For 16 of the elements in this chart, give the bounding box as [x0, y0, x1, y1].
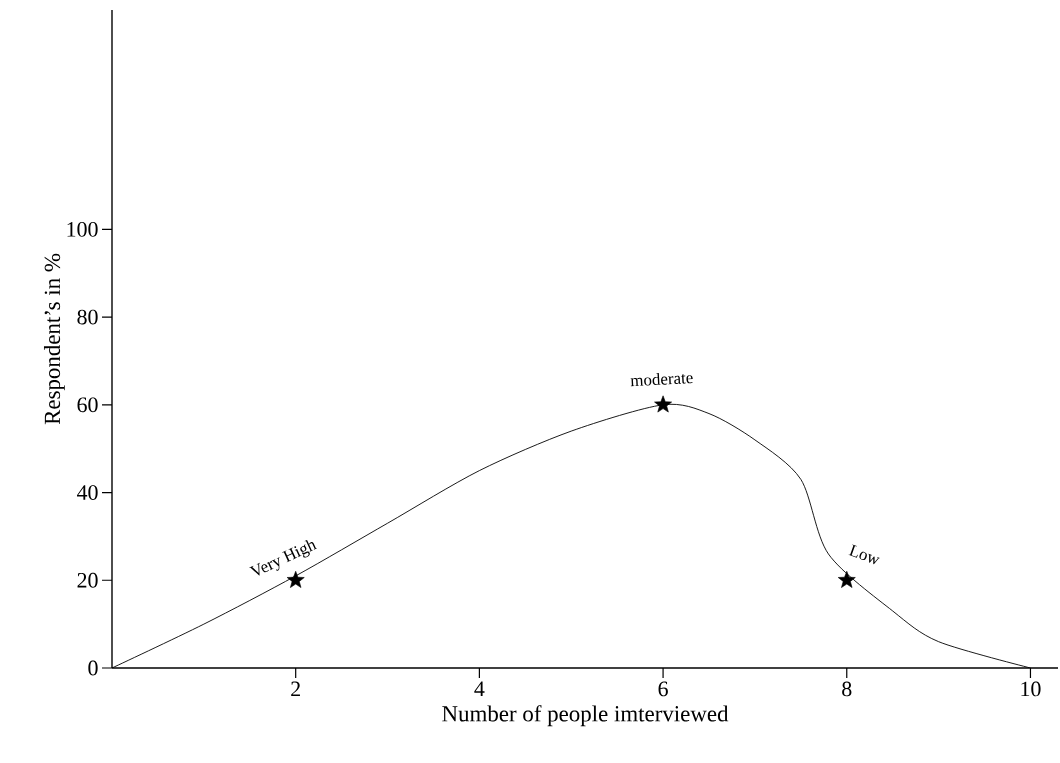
y-tick-label: 60: [77, 397, 98, 413]
y-tick-label: 0: [88, 660, 98, 676]
x-tick-label: 2: [291, 681, 300, 697]
x-tick-label: 8: [842, 681, 852, 697]
annotation: moderate: [630, 373, 693, 387]
y-tick-label: 80: [77, 309, 98, 325]
x-tick-label: 4: [474, 681, 485, 696]
x-axis-title: Number of people imterviewed: [442, 705, 729, 727]
y-tick-label: 100: [67, 221, 98, 237]
x-tick-label: 6: [658, 681, 668, 697]
annotation: Low: [848, 544, 880, 565]
y-tick-label: 20: [77, 572, 98, 588]
annotation: Very High: [249, 540, 318, 576]
y-axis-title: Respondent’s in %: [43, 253, 65, 425]
x-tick-label: 10: [1021, 681, 1041, 697]
y-tick-label: 40: [76, 485, 98, 500]
